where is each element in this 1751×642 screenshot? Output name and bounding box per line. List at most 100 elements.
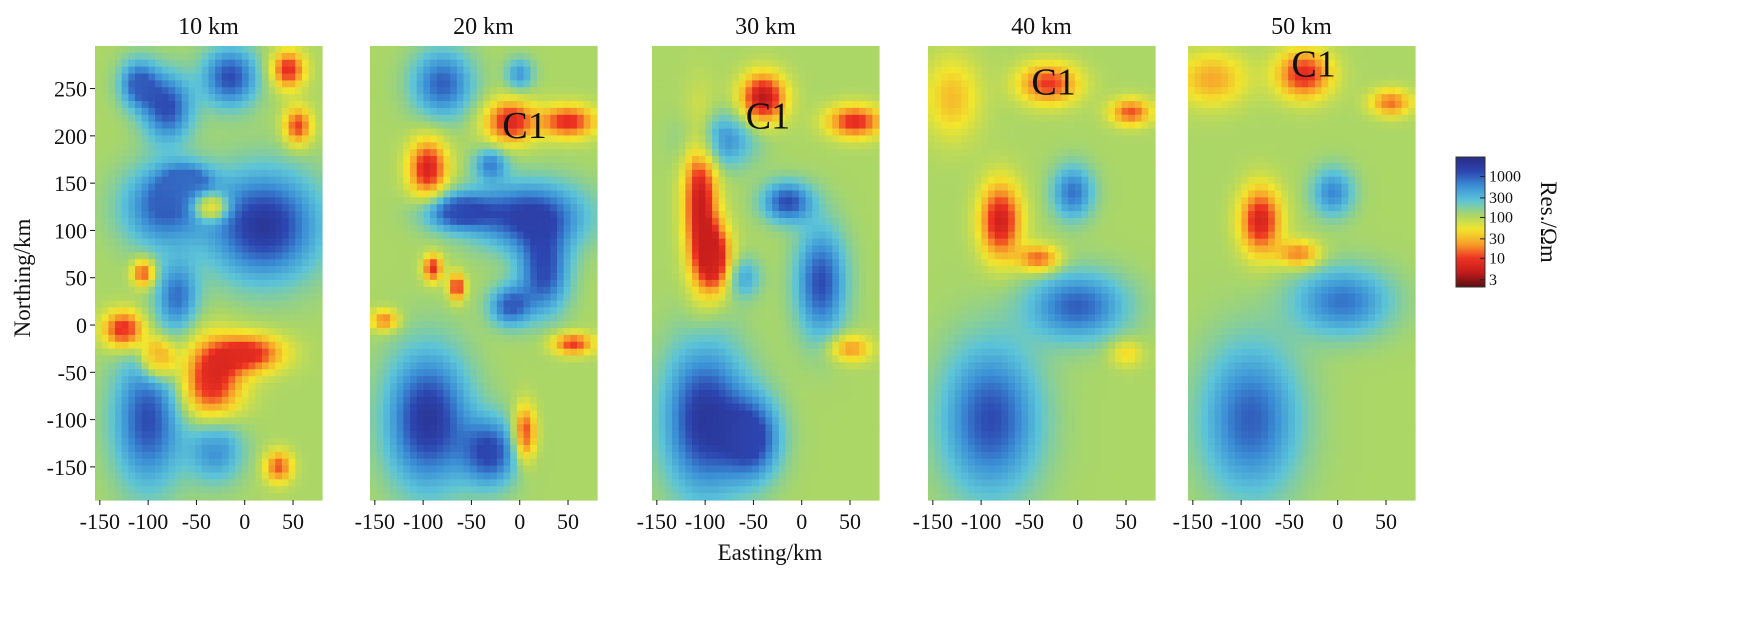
- heatmap-cell: [390, 142, 398, 150]
- heatmap-cell: [396, 438, 404, 446]
- heatmap-cell: [590, 204, 598, 212]
- heatmap-cell: [301, 217, 310, 226]
- heatmap-cell: [463, 396, 471, 405]
- heatmap-cell: [308, 259, 316, 267]
- heatmap-cell: [155, 162, 163, 171]
- heatmap-cell: [255, 286, 263, 295]
- heatmap-cell: [235, 107, 243, 116]
- heatmap-cell: [101, 376, 109, 384]
- heatmap-cell: [576, 273, 585, 281]
- heatmap-cell: [255, 431, 263, 439]
- heatmap-cell: [570, 438, 578, 446]
- heatmap-cell: [390, 369, 398, 377]
- heatmap-cell: [141, 135, 150, 143]
- heatmap-cell: [281, 217, 290, 226]
- heatmap-cell: [443, 321, 451, 329]
- heatmap-cell: [121, 279, 129, 288]
- heatmap-cell: [798, 46, 807, 54]
- heatmap-cell: [201, 231, 210, 240]
- heatmap-cell: [530, 259, 538, 267]
- heatmap-cell: [430, 107, 438, 116]
- heatmap-cell: [181, 46, 190, 54]
- heatmap-cell: [436, 169, 445, 178]
- heatmap-cell: [161, 396, 170, 405]
- heatmap-cell: [255, 259, 263, 267]
- heatmap-cell: [235, 128, 243, 137]
- heatmap-cell: [288, 73, 296, 81]
- heatmap-cell: [261, 410, 270, 419]
- heatmap-cell: [195, 431, 203, 439]
- heatmap-cell: [583, 149, 591, 157]
- heatmap-cell: [195, 300, 203, 308]
- heatmap-cell: [148, 328, 156, 336]
- heatmap-cell: [436, 341, 445, 350]
- heatmap-cell: [416, 362, 425, 370]
- heatmap-cell: [248, 321, 256, 329]
- heatmap-cell: [590, 493, 598, 501]
- heatmap-cell: [530, 314, 538, 322]
- heatmap-cell: [872, 46, 880, 54]
- heatmap-cell: [195, 321, 203, 329]
- heatmap-cell: [403, 273, 411, 281]
- heatmap-cell: [443, 211, 451, 219]
- heatmap-cell: [430, 389, 438, 398]
- heatmap-cell: [248, 101, 256, 109]
- heatmap-cell: [281, 341, 290, 350]
- heatmap-cell: [516, 424, 525, 432]
- heatmap-cell: [652, 94, 660, 102]
- heatmap-cell: [188, 458, 196, 467]
- heatmap-cell: [490, 211, 498, 219]
- heatmap-cell: [490, 238, 498, 247]
- heatmap-cell: [410, 224, 418, 233]
- heatmap-cell: [590, 341, 598, 350]
- heatmap-cell: [376, 217, 384, 226]
- heatmap-cell: [483, 80, 491, 88]
- heatmap-cell: [383, 59, 391, 68]
- heatmap-cell: [410, 451, 418, 460]
- heatmap-cell: [556, 59, 565, 68]
- heatmap-cell: [576, 444, 585, 453]
- heatmap-cell: [370, 107, 378, 116]
- heatmap-cell: [543, 444, 551, 453]
- heatmap-cell: [496, 451, 505, 460]
- heatmap-cell: [536, 314, 545, 322]
- heatmap-cell: [308, 87, 316, 95]
- heatmap-cell: [443, 142, 451, 150]
- heatmap-cell: [483, 479, 491, 487]
- heatmap-cell: [536, 451, 545, 460]
- heatmap-cell: [685, 87, 693, 95]
- heatmap-cell: [698, 94, 707, 102]
- heatmap-cell: [261, 94, 270, 102]
- heatmap-cell: [543, 252, 551, 260]
- heatmap-cell: [168, 355, 176, 364]
- heatmap-cell: [128, 383, 136, 391]
- heatmap-cell: [128, 389, 136, 398]
- heatmap-cell: [483, 444, 491, 453]
- heatmap-cell: [175, 307, 183, 315]
- heatmap-cell: [496, 362, 505, 370]
- heatmap-cell: [228, 121, 236, 130]
- heatmap-cell: [685, 80, 693, 88]
- heatmap-cell: [563, 231, 571, 240]
- heatmap-cell: [490, 486, 498, 494]
- heatmap-cell: [141, 472, 150, 480]
- heatmap-cell: [450, 245, 458, 253]
- heatmap-cell: [195, 293, 203, 302]
- heatmap-cell: [416, 424, 425, 432]
- heatmap-cell: [281, 169, 290, 178]
- heatmap-cell: [410, 128, 418, 137]
- heatmap-cell: [235, 176, 243, 185]
- heatmap-cell: [825, 142, 833, 150]
- heatmap-cell: [523, 211, 531, 219]
- heatmap-cell: [228, 383, 236, 391]
- heatmap-cell: [268, 389, 276, 398]
- heatmap-cell: [268, 149, 276, 157]
- heatmap-cell: [410, 472, 418, 480]
- heatmap-cell: [370, 224, 378, 233]
- heatmap-cell: [376, 204, 384, 212]
- heatmap-cell: [530, 46, 538, 54]
- heatmap-cell: [496, 341, 505, 350]
- heatmap-cell: [536, 101, 545, 109]
- heatmap-cell: [390, 451, 398, 460]
- heatmap-cell: [121, 328, 129, 336]
